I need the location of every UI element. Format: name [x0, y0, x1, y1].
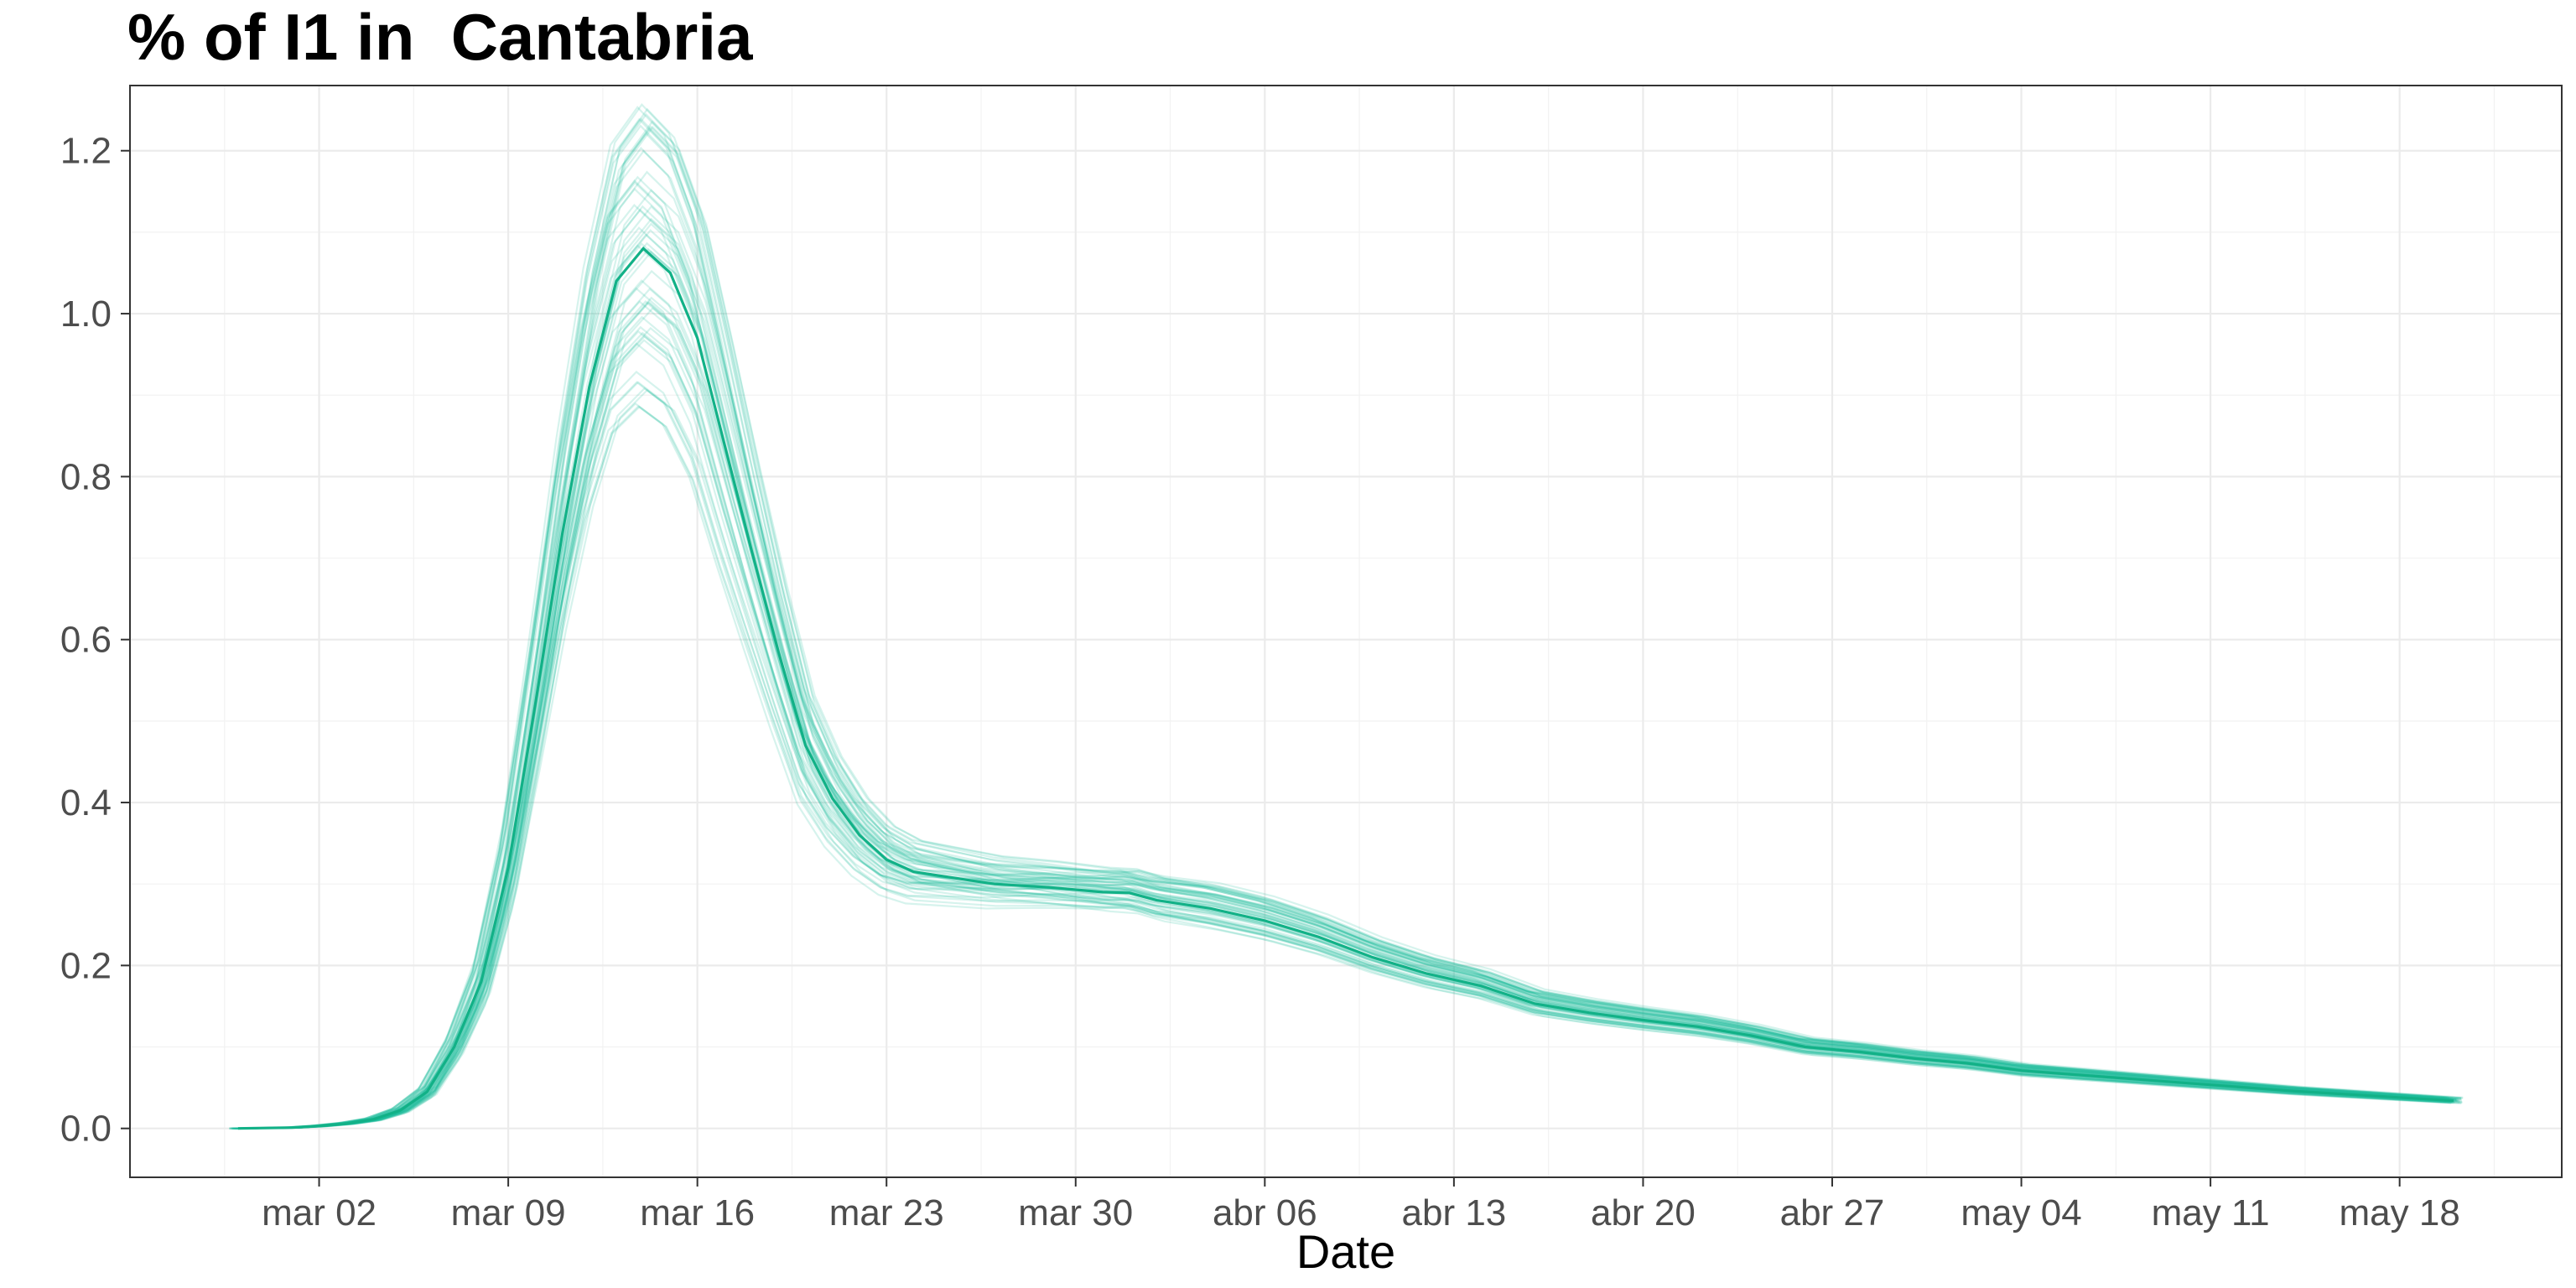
ensemble-line	[239, 387, 2455, 1130]
ensemble-line	[232, 381, 2449, 1130]
x-tick-label: abr 13	[1402, 1192, 1507, 1233]
ensemble-line	[236, 242, 2453, 1130]
y-tick-label: 1.0	[60, 293, 112, 335]
ensemble-line	[236, 331, 2454, 1130]
ensemble-line	[246, 222, 2462, 1130]
ensemble-line	[229, 203, 2445, 1130]
x-axis-title: Date	[1296, 1225, 1395, 1278]
x-tick-label: abr 20	[1591, 1192, 1696, 1233]
x-tick-label: mar 02	[262, 1192, 377, 1233]
x-tick-label: may 11	[2152, 1192, 2270, 1233]
ensemble-line	[246, 296, 2462, 1130]
ensemble-line	[242, 247, 2459, 1130]
ensemble-line	[247, 306, 2464, 1130]
ensemble-line	[236, 205, 2454, 1130]
ensemble-line	[238, 339, 2454, 1130]
minor-gridlines	[130, 86, 2562, 1177]
chart-title: % of I1 in Cantabria	[127, 0, 753, 74]
y-tick-label: 0.0	[60, 1109, 112, 1150]
x-tick-label: abr 06	[1213, 1192, 1317, 1233]
ensemble-line	[234, 405, 2450, 1130]
x-tick-label: mar 09	[451, 1192, 566, 1233]
ensemble-line	[239, 335, 2455, 1130]
ensemble-line	[233, 226, 2449, 1130]
x-tick-label: mar 30	[1018, 1192, 1133, 1233]
ensemble-line	[229, 187, 2445, 1130]
ensemble-line	[236, 102, 2453, 1130]
ensemble-line	[236, 315, 2453, 1130]
y-tick-label: 0.6	[60, 620, 112, 661]
ensemble-line	[246, 269, 2463, 1130]
x-tick-label: may 04	[1961, 1192, 2081, 1233]
ensemble-line	[240, 132, 2457, 1130]
x-tick-label: abr 27	[1780, 1192, 1885, 1233]
ensemble-line	[242, 301, 2459, 1130]
ensemble-line	[246, 217, 2462, 1130]
plot-background	[130, 86, 2562, 1177]
ensemble-line	[245, 326, 2461, 1130]
ensemble-line	[241, 112, 2457, 1130]
ensemble-line	[229, 181, 2446, 1130]
ensemble-line	[232, 405, 2449, 1130]
ensemble-line	[242, 388, 2458, 1130]
x-axis: mar 02 mar 09 mar 16 mar 23 mar 30 abr 06 abr …	[262, 1177, 2460, 1233]
ensemble-line	[247, 125, 2464, 1130]
y-tick-label: 1.2	[60, 131, 112, 172]
ensemble-line	[233, 117, 2450, 1130]
y-tick-label: 0.2	[60, 945, 112, 986]
ensemble-line	[235, 208, 2451, 1130]
major-gridlines	[130, 86, 2562, 1177]
y-tick-label: 0.4	[60, 782, 112, 823]
ensemble-line	[246, 205, 2462, 1130]
x-tick-label: may 18	[2340, 1192, 2460, 1233]
x-tick-label: mar 16	[640, 1192, 755, 1233]
central-line	[237, 246, 2454, 1130]
ensemble-line	[240, 233, 2457, 1130]
ensemble-line	[231, 287, 2447, 1130]
ensemble-line	[230, 402, 2446, 1130]
y-tick-label: 0.8	[60, 456, 112, 497]
y-axis: 0.0 0.2 0.4 0.6 0.8 1.0 1.2	[60, 131, 130, 1150]
ensemble-line	[236, 147, 2452, 1130]
ensemble-line	[246, 250, 2462, 1130]
ensemble-line	[245, 229, 2461, 1130]
ensemble-line	[235, 325, 2451, 1130]
x-tick-label: mar 23	[829, 1192, 944, 1233]
ensemble-line	[238, 149, 2454, 1130]
central-line-group	[237, 246, 2454, 1130]
plot-border	[129, 85, 2563, 1178]
ensemble-line	[235, 117, 2452, 1130]
